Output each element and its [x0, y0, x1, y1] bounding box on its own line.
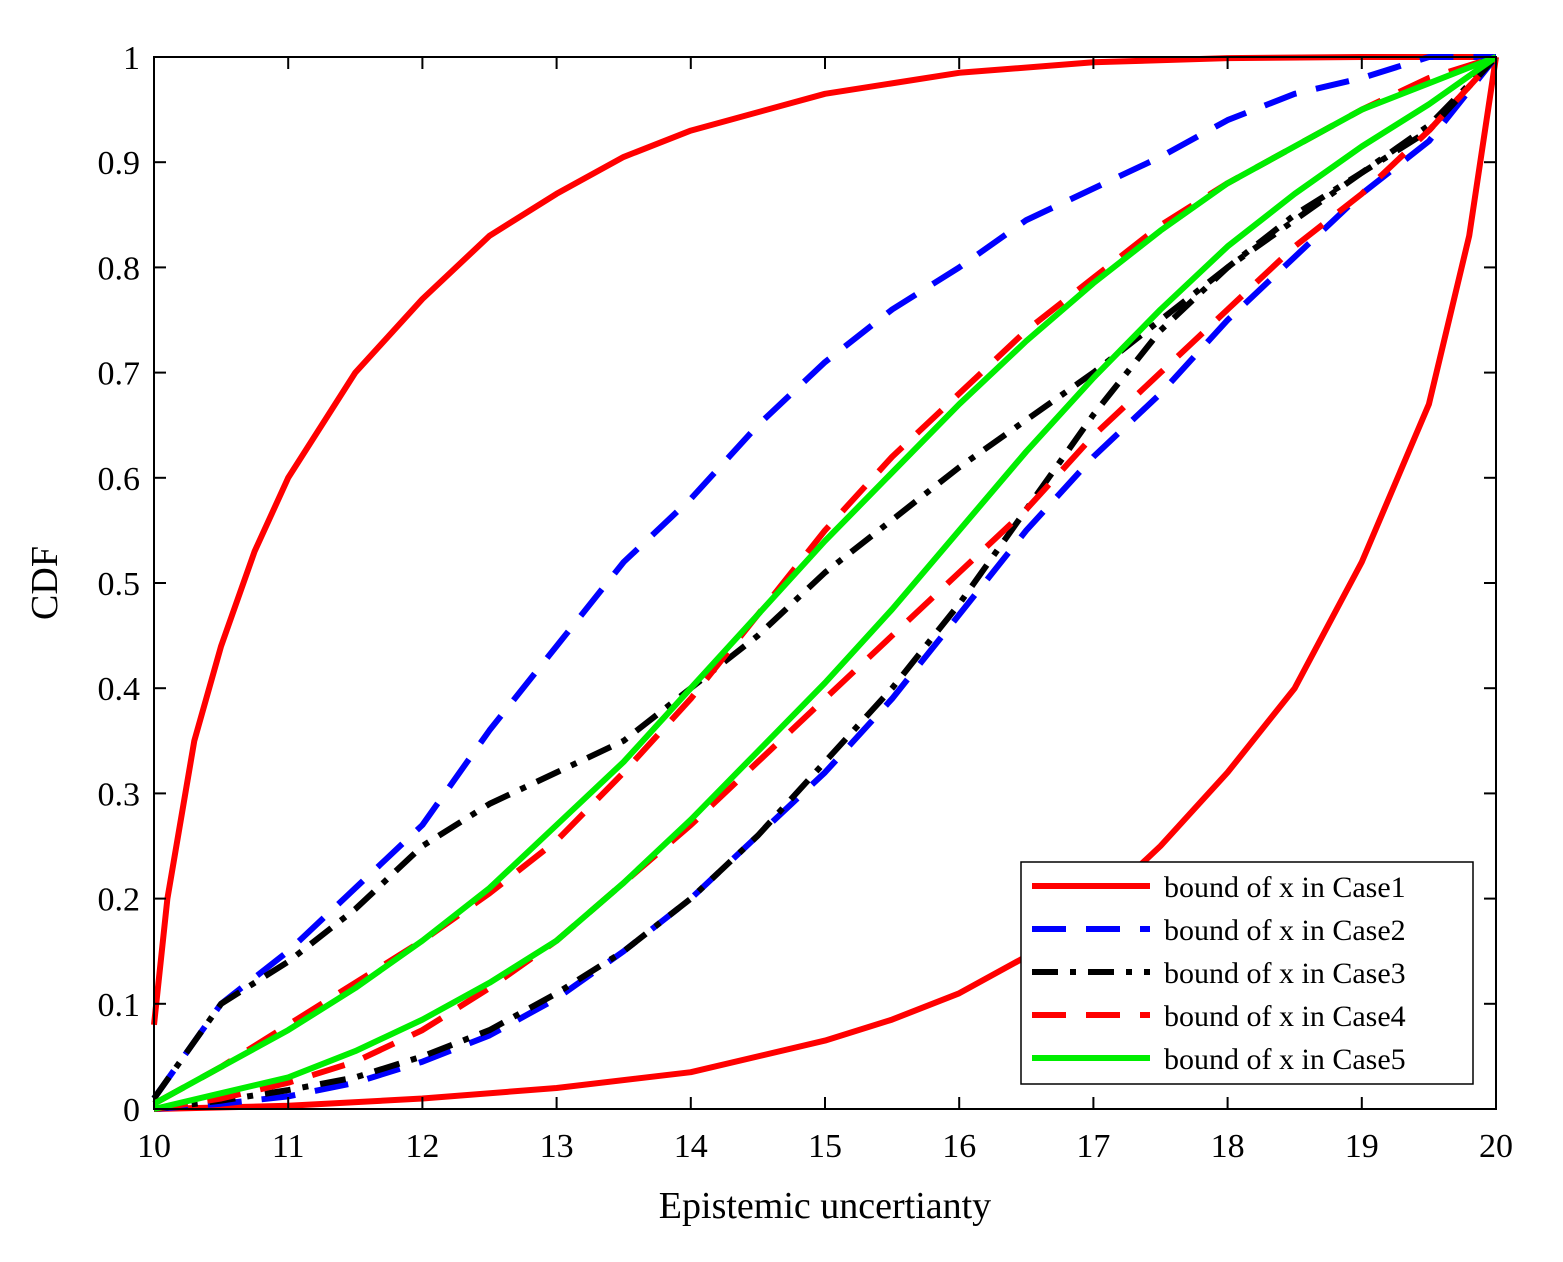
x-tick-label: 14 [674, 1128, 708, 1165]
series-case3 [151, 54, 1499, 1112]
case5-upper-bound-line [152, 54, 1498, 1107]
y-tick-label: 0.4 [98, 671, 141, 708]
legend-label-case3: bound of x in Case3 [1164, 957, 1406, 990]
series-case2 [151, 54, 1499, 1112]
x-tick-label: 13 [540, 1128, 574, 1165]
y-tick-label: 0.7 [98, 356, 141, 393]
y-tick-label: 0.2 [98, 882, 141, 919]
legend: bound of x in Case1 bound of x in Case2 bo… [1020, 861, 1474, 1085]
y-tick-label: 0.9 [98, 145, 141, 182]
y-axis-title: CDF [24, 546, 66, 620]
case2-upper-bound-line [151, 54, 1496, 1101]
x-tick-label: 15 [808, 1128, 842, 1165]
case2-lower-bound-line [153, 55, 1499, 1112]
x-tick-label: 19 [1345, 1128, 1379, 1165]
legend-label-case1: bound of x in Case1 [1164, 871, 1406, 904]
y-tick-label: 1 [123, 40, 140, 77]
x-tick-label: 10 [137, 1128, 171, 1165]
y-tick-label: 0.6 [98, 461, 141, 498]
x-tick-label: 16 [942, 1128, 976, 1165]
series-case5 [152, 54, 1498, 1112]
x-tick-label: 12 [405, 1128, 439, 1165]
y-tick-label: 0.8 [98, 250, 141, 287]
x-axis-title: Epistemic uncertianty [659, 1185, 991, 1227]
x-tick-label: 18 [1211, 1128, 1245, 1165]
x-tick-label: 20 [1479, 1128, 1513, 1165]
legend-label-case5: bound of x in Case5 [1164, 1043, 1406, 1076]
case4-lower-bound-line [153, 54, 1499, 1112]
legend-label-case4: bound of x in Case4 [1164, 1000, 1406, 1033]
legend-label-case2: bound of x in Case2 [1164, 914, 1406, 947]
case3-lower-bound-line [153, 54, 1499, 1112]
x-tick-label: 17 [1076, 1128, 1110, 1165]
y-tick-label: 0 [123, 1092, 140, 1129]
tick-layer: 10 11 12 13 14 15 16 17 18 19 20 0 0.1 0.2 0.3 0.4 0.5 0.… [98, 40, 1514, 1165]
y-tick-label: 0.1 [98, 987, 141, 1024]
case5-lower-bound-line [153, 54, 1498, 1112]
x-tick-label: 11 [272, 1128, 305, 1165]
y-tick-label: 0.5 [98, 566, 141, 603]
case1-upper-bound-line [151, 54, 1496, 1026]
y-tick-label: 0.3 [98, 776, 141, 813]
